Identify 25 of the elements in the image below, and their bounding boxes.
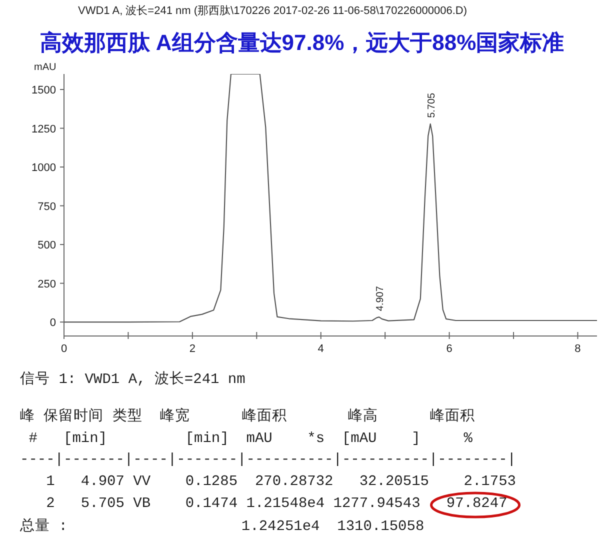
x-tick-label: 8 <box>574 343 581 355</box>
text: 峰 保留时间 类型 峰宽 峰面积 峰高 峰面积 <box>20 407 476 425</box>
chart-title: 高效那西肽 A组分含量达97.8%，远大于88%国家标准 <box>40 30 564 55</box>
x-tick-label: 4 <box>318 343 324 355</box>
text: 信号 1: VWD1 A, 波长=241 nm <box>20 370 246 388</box>
y-axis-title: mAU <box>34 62 56 73</box>
x-tick-label: 6 <box>446 343 452 355</box>
x-tick-label: 0 <box>60 343 68 355</box>
y-tick-label: 0 <box>50 317 56 330</box>
chart-subtitle: VWD1 A, 波长=241 nm (那西肽\170226 2017-02-26 11-06-58\170226000006.D) <box>78 4 468 17</box>
text: ----|-------|----|-------|----------|----------|--------| <box>20 452 516 468</box>
line-series <box>64 74 597 323</box>
text: 总量 : 1.24251e4 1310.15058 <box>19 517 424 535</box>
text: # [min] [min] mAU *s [mAU ] % <box>20 431 473 447</box>
text: 2 5.705 VB 0.1474 1.21548e4 1277.94543 97.8247 <box>20 496 508 512</box>
x-tick-label: 2 <box>189 343 196 355</box>
text: 1 4.907 VV 0.1285 270.28732 32.20515 2.1753 <box>20 474 516 490</box>
annotation: 4.907 <box>375 286 386 312</box>
y-tick-label: 1250 <box>32 123 56 136</box>
y-tick-label: 1500 <box>32 84 56 97</box>
y-tick-label: 750 <box>38 200 56 213</box>
y-tick-label: 250 <box>38 278 56 290</box>
y-tick-label: 1000 <box>32 162 56 174</box>
annotation: 5.705 <box>426 92 438 118</box>
y-tick-label: 500 <box>38 240 56 252</box>
